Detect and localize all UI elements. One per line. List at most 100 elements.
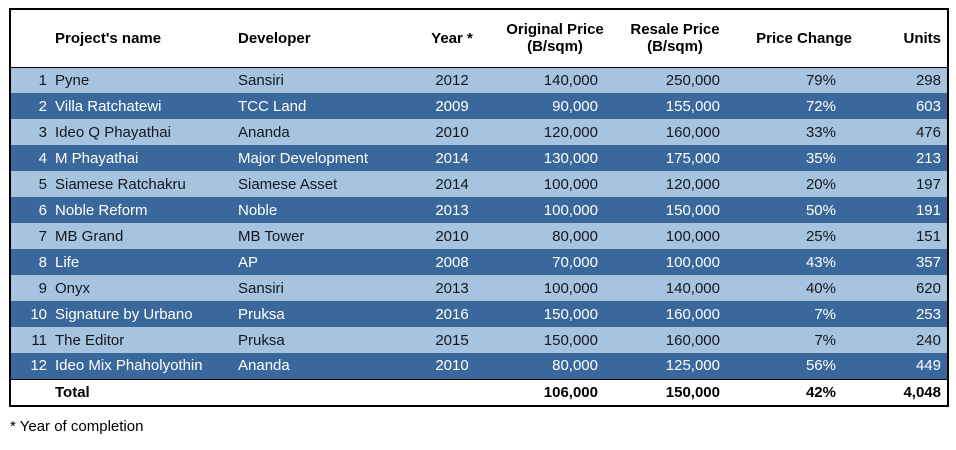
table-row: 1 Pyne Sansiri 2012 140,000 250,000 79% 298 <box>10 67 948 93</box>
row-number: 12 <box>30 357 47 375</box>
column-label: Units <box>903 29 942 47</box>
cell-original-price: 80,000 <box>552 357 598 375</box>
cell-developer: Pruksa <box>238 331 285 349</box>
table-footer: Total 106,000 150,000 42% 4,048 <box>10 378 948 406</box>
table-row: 10 Signature by Urbano Pruksa 2016 150,000 16… <box>10 301 948 327</box>
cell-resale-price: 120,000 <box>665 175 720 193</box>
total-original-price: 106,000 <box>496 378 614 406</box>
cell-project-name: 11 The Editor <box>10 327 228 353</box>
cell-project-name: 4 M Phayathai <box>10 145 228 171</box>
cell-resale-price: 175,000 <box>665 149 720 167</box>
cell-price-change: 7% <box>814 305 836 323</box>
price-comparison-table: Project's name Developer Year * Original… <box>9 8 949 407</box>
cell-empty <box>408 378 496 406</box>
cell-project-name: 3 Ideo Q Phayathai <box>10 119 228 145</box>
cell-units: 213 <box>915 149 941 167</box>
cell-price-change: 35% <box>805 149 836 167</box>
cell-resale-price: 140,000 <box>665 279 720 297</box>
cell-original-price: 140,000 <box>543 71 598 89</box>
project-name: Siamese Ratchakru <box>55 175 186 193</box>
cell-year: 2015 <box>435 331 469 349</box>
row-number: 11 <box>31 331 47 349</box>
table-row: 9 Onyx Sansiri 2013 100,000 140,000 40% 620 <box>10 275 948 301</box>
table-row: 7 MB Grand MB Tower 2010 80,000 100,000 25% 151 <box>10 223 948 249</box>
cell-year: 2008 <box>435 253 469 271</box>
project-name: Ideo Q Phayathai <box>55 123 171 141</box>
cell-resale-price: 150,000 <box>665 201 720 219</box>
cell-resale-price: 250,000 <box>665 71 720 89</box>
cell-resale-price: 155,000 <box>665 97 720 115</box>
cell-original-price: 70,000 <box>552 253 598 271</box>
cell-project-name: 12 Ideo Mix Phaholyothin <box>10 353 228 379</box>
project-name: Pyne <box>55 71 90 89</box>
total-units: 4,048 <box>860 378 948 406</box>
total-row: Total 106,000 150,000 42% 4,048 <box>10 378 948 406</box>
cell-original-price: 150,000 <box>543 331 598 349</box>
table-row: 12 Ideo Mix Phaholyothin Ananda 2010 80,000 1… <box>10 353 948 379</box>
project-name: Onyx <box>55 279 91 297</box>
cell-price-change: 43% <box>805 253 836 271</box>
cell-project-name: 6 Noble Reform <box>10 197 228 223</box>
cell-year: 2010 <box>435 123 469 141</box>
cell-developer: Ananda <box>238 357 290 375</box>
cell-year: 2013 <box>435 201 469 219</box>
cell-original-price: 90,000 <box>552 97 598 115</box>
total-label: Total <box>10 378 228 406</box>
cell-units: 240 <box>915 331 941 349</box>
table-body: 1 Pyne Sansiri 2012 140,000 250,000 79% 298 2 Vil… <box>10 67 948 379</box>
cell-year: 2013 <box>435 279 469 297</box>
row-number: 8 <box>38 253 47 271</box>
row-number: 6 <box>38 201 47 219</box>
column-header-year: Year * <box>408 9 496 68</box>
table-row: 6 Noble Reform Noble 2013 100,000 150,000 50% 1… <box>10 197 948 223</box>
cell-project-name: 1 Pyne <box>10 67 228 93</box>
cell-units: 253 <box>915 305 941 323</box>
cell-original-price: 100,000 <box>543 175 598 193</box>
row-number: 7 <box>38 227 47 245</box>
table-row: 8 Life AP 2008 70,000 100,000 43% 357 <box>10 249 948 275</box>
cell-price-change: 79% <box>805 71 836 89</box>
cell-year: 2010 <box>435 227 469 245</box>
cell-price-change: 72% <box>805 97 836 115</box>
cell-units: 191 <box>915 201 941 219</box>
cell-project-name: 8 Life <box>10 249 228 275</box>
cell-resale-price: 125,000 <box>665 357 720 375</box>
cell-project-name: 5 Siamese Ratchakru <box>10 171 228 197</box>
cell-developer: Siamese Asset <box>238 175 338 193</box>
cell-year: 2010 <box>435 357 469 375</box>
cell-developer: Sansiri <box>238 279 284 297</box>
total-resale-price: 150,000 <box>614 378 736 406</box>
cell-resale-price: 160,000 <box>665 305 720 323</box>
total-price-change: 42% <box>736 378 860 406</box>
cell-resale-price: 100,000 <box>665 227 720 245</box>
cell-developer: Major Development <box>238 149 369 167</box>
column-label: Resale Price <box>630 21 720 39</box>
project-name: Noble Reform <box>55 201 148 219</box>
column-header-price-change: Price Change <box>736 9 860 68</box>
column-sublabel: (B/sqm) <box>527 38 583 56</box>
cell-project-name: 9 Onyx <box>10 275 228 301</box>
cell-year: 2014 <box>435 149 469 167</box>
column-header-resale-price: Resale Price (B/sqm) <box>614 9 736 68</box>
table-row: 4 M Phayathai Major Development 2014 130,000… <box>10 145 948 171</box>
cell-units: 357 <box>915 253 941 271</box>
cell-units: 151 <box>915 227 941 245</box>
cell-developer: Pruksa <box>238 305 285 323</box>
row-number: 10 <box>30 305 47 323</box>
cell-original-price: 100,000 <box>543 279 598 297</box>
cell-original-price: 120,000 <box>543 123 598 141</box>
cell-units: 298 <box>915 71 941 89</box>
column-label: Project's name <box>55 29 162 47</box>
cell-year: 2012 <box>435 71 469 89</box>
cell-resale-price: 160,000 <box>665 331 720 349</box>
project-name: The Editor <box>55 331 125 349</box>
cell-price-change: 50% <box>805 201 836 219</box>
cell-units: 603 <box>915 97 941 115</box>
table-row: 3 Ideo Q Phayathai Ananda 2010 120,000 160,00… <box>10 119 948 145</box>
table-row: 11 The Editor Pruksa 2015 150,000 160,000 7% 24… <box>10 327 948 353</box>
cell-units: 197 <box>915 175 941 193</box>
project-name: M Phayathai <box>55 149 139 167</box>
footnote: * Year of completion <box>10 418 144 435</box>
table-row: 5 Siamese Ratchakru Siamese Asset 2014 100,0… <box>10 171 948 197</box>
column-header-units: Units <box>860 9 948 68</box>
